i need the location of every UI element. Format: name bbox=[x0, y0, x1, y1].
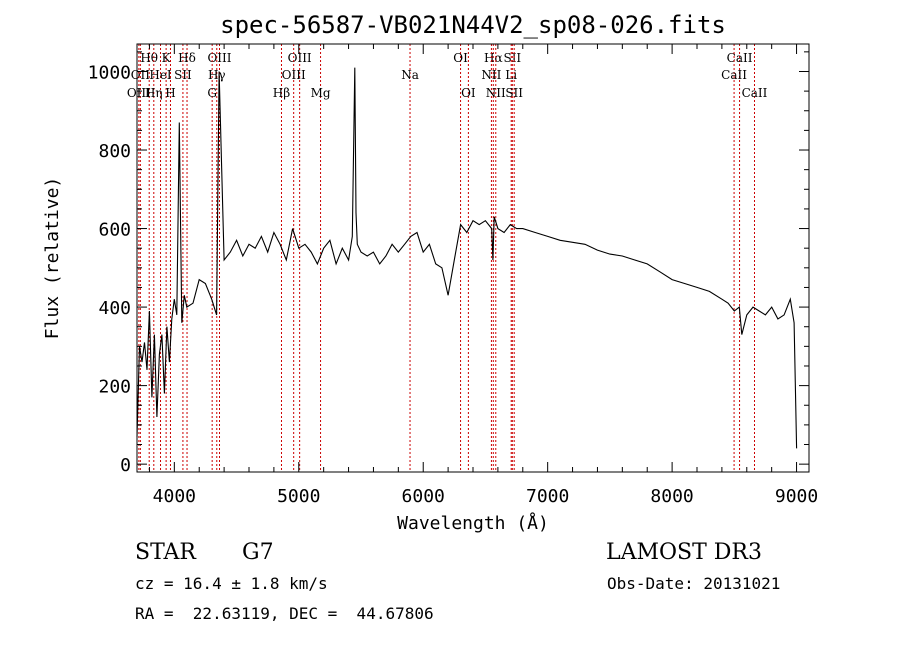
obs-date: Obs-Date: 20131021 bbox=[607, 574, 781, 593]
marker-label-6: Hδ bbox=[178, 51, 196, 65]
marker-label-8: H bbox=[165, 86, 175, 100]
marker-label-27: CaII bbox=[742, 86, 768, 100]
spectrum-chart: spec-56587-VB021N44V2_sp08-026.fits Hθ OI… bbox=[42, 11, 818, 534]
marker-label-11: G bbox=[207, 86, 217, 100]
y-tick-label-2: 400 bbox=[98, 298, 131, 319]
chart-title: spec-56587-VB021N44V2_sp08-026.fits bbox=[220, 11, 726, 39]
marker-label-17: OI bbox=[453, 51, 468, 65]
object-subclass: G7 bbox=[242, 540, 274, 565]
marker-label-18: OI bbox=[461, 86, 476, 100]
survey-name: LAMOST DR3 bbox=[606, 540, 762, 565]
marker-label-2: OIII bbox=[127, 86, 151, 100]
y-tick-label-3: 600 bbox=[98, 220, 131, 241]
marker-label-26: CaII bbox=[721, 68, 747, 82]
marker-label-16: Na bbox=[401, 68, 419, 82]
y-axis: 0 200 400 600 800 1000 bbox=[88, 51, 809, 476]
marker-label-25: CaII bbox=[727, 51, 753, 65]
y-axis-label: Flux (relative) bbox=[42, 177, 63, 340]
marker-label-15: Mg bbox=[311, 86, 331, 100]
y-tick-label-0: 0 bbox=[120, 455, 131, 476]
plot-frame bbox=[136, 43, 810, 473]
marker-label-5: Hη bbox=[145, 86, 163, 100]
marker-label-7: SII bbox=[174, 68, 192, 82]
x-tick-label-4: 8000 bbox=[650, 486, 693, 507]
marker-label-12: OIII bbox=[288, 51, 312, 65]
y-tick-label-4: 800 bbox=[98, 141, 131, 162]
x-tick-label-3: 7000 bbox=[526, 486, 569, 507]
y-tick-label-5: 1000 bbox=[88, 62, 131, 83]
x-tick-label-5: 9000 bbox=[775, 486, 818, 507]
x-tick-label-1: 5000 bbox=[277, 486, 320, 507]
marker-label-9: OIII bbox=[207, 51, 231, 65]
marker-label-13: OIII bbox=[282, 68, 306, 82]
redshift-text: cz = 16.4 ± 1.8 km/s bbox=[135, 574, 328, 593]
marker-label-19: Hα bbox=[484, 51, 503, 65]
marker-label-3: K bbox=[162, 51, 172, 65]
marker-label-20: NII bbox=[481, 68, 501, 82]
y-tick-label-1: 200 bbox=[98, 377, 131, 398]
x-axis-label: Wavelength (Å) bbox=[397, 512, 549, 534]
x-tick-label-2: 6000 bbox=[402, 486, 445, 507]
marker-label-22: SII bbox=[503, 51, 521, 65]
marker-label-4: HeI bbox=[149, 68, 172, 82]
marker-label-14: Hβ bbox=[273, 86, 290, 100]
marker-label-23: Li bbox=[505, 68, 517, 82]
x-tick-label-0: 4000 bbox=[153, 486, 196, 507]
marker-label-21: NII bbox=[486, 86, 506, 100]
marker-label-1: OII bbox=[131, 68, 151, 82]
spectral-line-markers: Hθ OII OIII K HeI Hη Hδ SII H OIII Hγ G OIII OIII Hβ Mg… bbox=[127, 44, 768, 472]
spectrum-line bbox=[136, 67, 798, 449]
object-class: STAR bbox=[135, 540, 196, 565]
x-axis: 4000 5000 6000 7000 8000 9000 bbox=[148, 44, 818, 507]
marker-label-10: Hγ bbox=[208, 68, 226, 82]
marker-label-0: Hθ bbox=[140, 51, 158, 65]
coordinates: RA = 22.63119, DEC = 44.67806 bbox=[135, 604, 434, 623]
marker-label-24: SII bbox=[505, 86, 523, 100]
